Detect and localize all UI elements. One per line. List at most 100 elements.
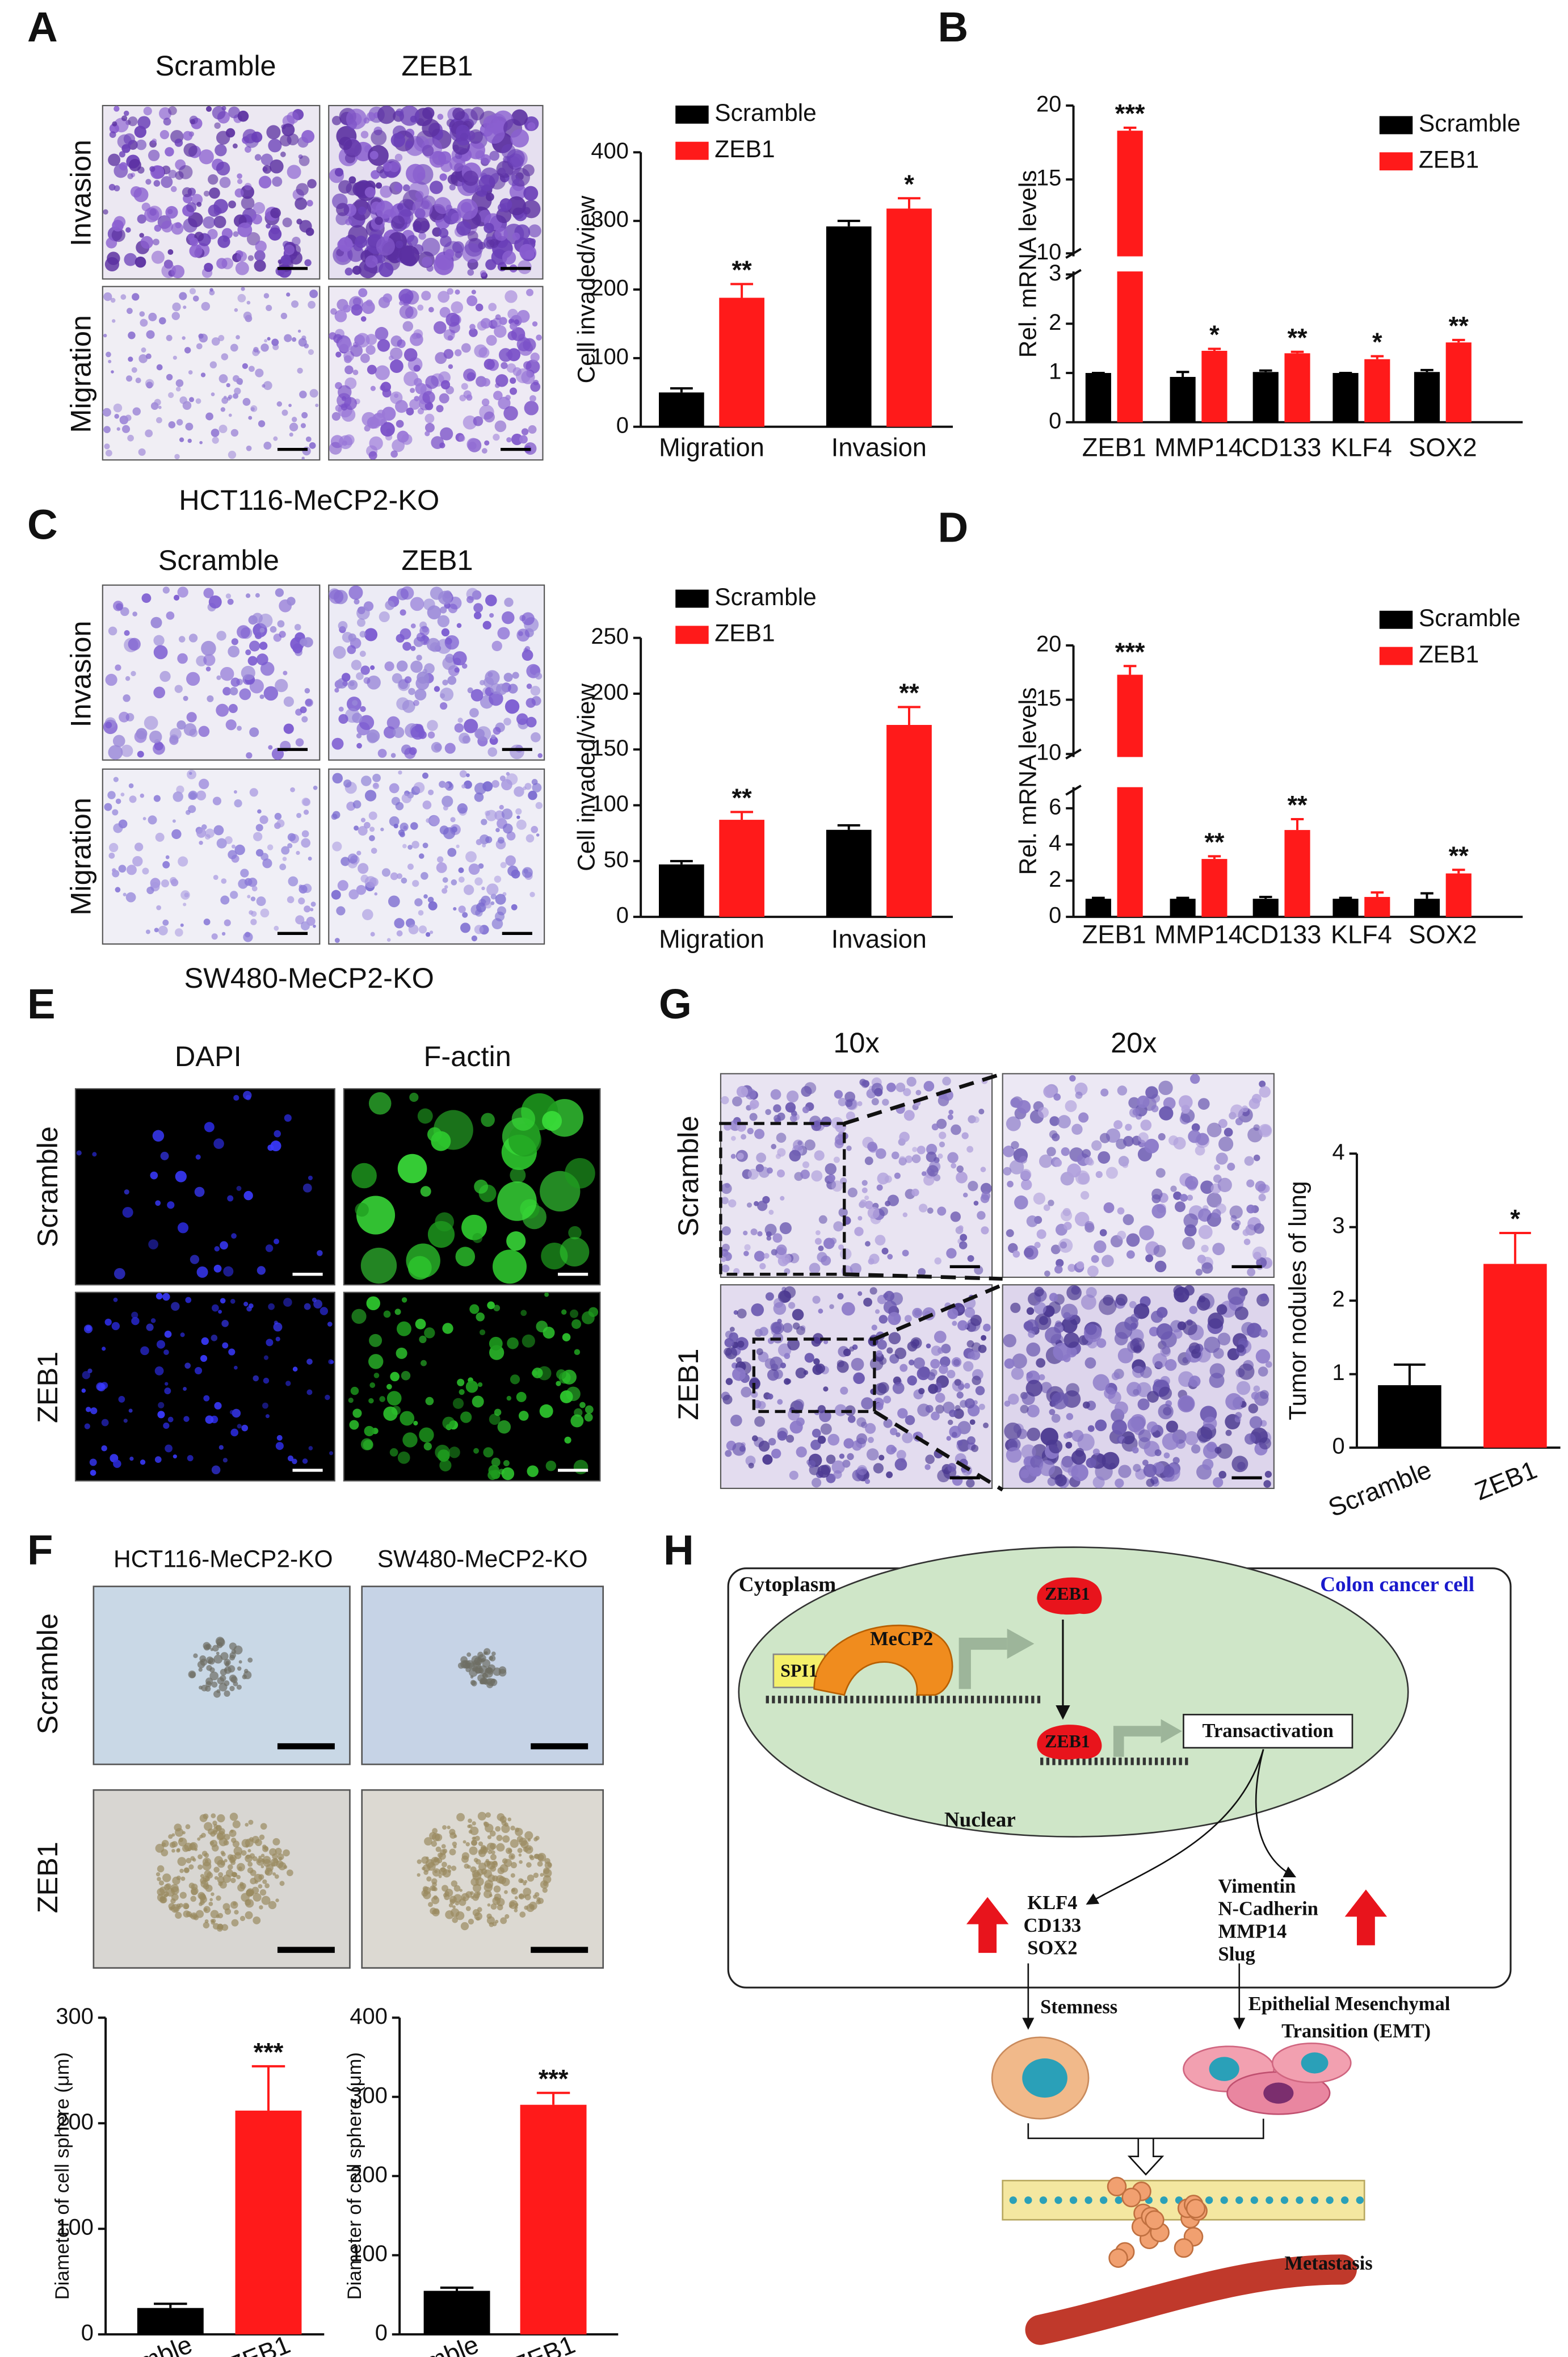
cell-blob: [899, 1131, 910, 1143]
sphere-cell: [422, 1867, 426, 1870]
sphere-cell: [476, 1869, 484, 1876]
cell-blob: [234, 844, 245, 855]
cell-blob: [1117, 1085, 1128, 1096]
cell-blob: [1063, 1332, 1079, 1348]
cell-blob: [890, 1428, 898, 1436]
sphere-cell: [537, 1861, 543, 1867]
cell-blob: [442, 1323, 453, 1334]
cell-blob: [423, 598, 435, 611]
cell-blob: [1065, 1441, 1073, 1449]
cell-blob: [1168, 1135, 1179, 1146]
cell-blob: [1084, 1357, 1096, 1369]
cell-blob: [383, 1310, 391, 1318]
cell-blob: [421, 291, 431, 301]
label: Transactivation: [1203, 1720, 1334, 1742]
cell-blob: [190, 119, 196, 125]
cell-blob: [1162, 1433, 1179, 1450]
cell-blob: [506, 363, 516, 373]
cell-blob: [367, 364, 377, 375]
sphere-cell: [448, 1903, 453, 1908]
cell-blob: [964, 1398, 975, 1409]
cell-blob: [1128, 1097, 1140, 1109]
cell-blob: [211, 429, 220, 437]
cell-blob: [1050, 1244, 1061, 1255]
legend-label: ZEB1: [714, 620, 775, 647]
sphere-cell: [210, 1910, 219, 1919]
cell-blob: [171, 265, 185, 279]
bar: [1201, 859, 1228, 917]
cell-blob: [266, 304, 272, 312]
cell-blob: [413, 364, 421, 372]
cell-blob: [867, 1206, 880, 1219]
cell-blob: [737, 1308, 747, 1319]
cell-blob: [545, 1460, 557, 1471]
sphere-cell: [515, 1827, 523, 1836]
cell-blob: [1080, 1191, 1090, 1200]
sphere-cell: [487, 1850, 492, 1855]
label: MMP14: [1218, 1920, 1287, 1942]
cell-blob: [101, 1445, 107, 1452]
cell-blob: [838, 1244, 844, 1251]
cell-blob: [179, 437, 184, 442]
cell-blob: [750, 1377, 759, 1386]
cell-blob: [174, 594, 180, 601]
cell-blob: [836, 1360, 844, 1368]
cell-blob: [205, 666, 211, 672]
cell-blob: [395, 240, 403, 249]
cell-blob: [413, 699, 419, 706]
sphere-cell: [527, 1874, 535, 1882]
cell-blob: [401, 877, 407, 884]
sphere-cell: [217, 1814, 225, 1823]
break-mark: [1065, 748, 1082, 760]
sphere-cell: [472, 1821, 476, 1826]
cell-blob: [527, 122, 536, 131]
sphere-cell: [451, 1865, 457, 1871]
cell-blob: [493, 391, 503, 401]
sphere-cell: [431, 1878, 438, 1885]
cell-blob: [1095, 1171, 1103, 1178]
cell-blob: [366, 729, 380, 743]
cell-blob: [187, 438, 192, 443]
sphere-cell: [520, 1879, 524, 1884]
cell-blob: [302, 798, 311, 806]
cell-blob: [474, 1179, 489, 1194]
cell-blob: [1170, 1185, 1177, 1192]
cell-blob: [448, 364, 453, 370]
sphere-cell: [203, 1922, 210, 1929]
cell-blob: [287, 1455, 294, 1462]
cell-blob: [484, 440, 490, 446]
cell-blob: [308, 1446, 313, 1450]
cell-blob: [302, 1458, 308, 1464]
cell-blob: [579, 1402, 586, 1408]
cell-blob: [1012, 1353, 1027, 1369]
cell-blob: [956, 1171, 968, 1184]
cell-blob: [188, 370, 193, 375]
cell-blob: [951, 1163, 957, 1169]
cell-blob: [463, 884, 474, 895]
cell-blob: [1246, 1205, 1255, 1214]
panel-label: A: [27, 3, 58, 51]
cell-blob: [306, 200, 313, 207]
cell-blob: [204, 262, 213, 272]
sphere-cell: [536, 1897, 541, 1901]
cell-blob: [1117, 1230, 1126, 1240]
y-tick-label: 1: [1049, 359, 1061, 384]
cell-blob: [461, 343, 471, 353]
cell-blob: [1049, 1116, 1060, 1126]
y-axis-label: Cell invaded/view: [573, 683, 600, 871]
cell-blob: [1011, 1367, 1024, 1380]
epi-dot: [1054, 2196, 1062, 2204]
cell-blob: [165, 147, 174, 157]
cell-blob: [192, 295, 199, 302]
cell-blob: [754, 1251, 765, 1262]
cell-blob: [301, 456, 305, 460]
cell-blob: [156, 417, 162, 423]
cell-blob: [507, 348, 521, 362]
sphere-cell: [188, 1670, 196, 1679]
cell-blob: [1092, 1448, 1100, 1456]
zoom-line: [873, 1410, 1004, 1492]
cell-blob: [966, 1436, 976, 1445]
cell-blob: [1039, 1316, 1048, 1326]
cell-blob: [529, 892, 535, 897]
